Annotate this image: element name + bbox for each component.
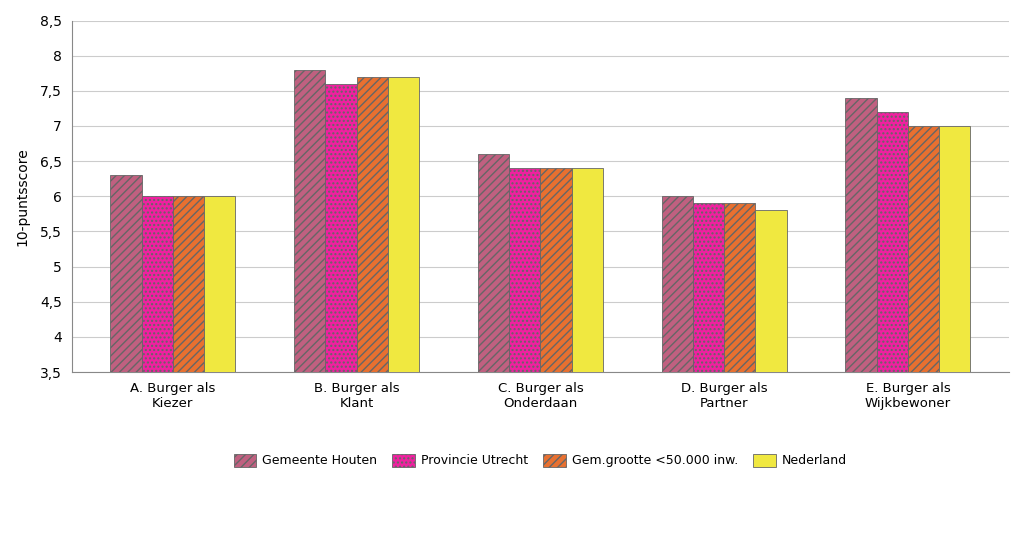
Bar (204, 196, 236, 372)
Bar (846, 98, 877, 372)
Bar (478, 154, 509, 372)
Bar (141, 196, 173, 372)
Bar (509, 168, 541, 372)
Bar (294, 70, 326, 372)
Bar (173, 196, 204, 372)
Bar (571, 168, 603, 372)
Bar (111, 175, 141, 372)
Bar (662, 196, 693, 372)
Bar (939, 126, 971, 372)
Y-axis label: 10-puntsscore: 10-puntsscore (15, 147, 29, 246)
Legend: Gemeente Houten, Provincie Utrecht, Gem.grootte <50.000 inw., Nederland: Gemeente Houten, Provincie Utrecht, Gem.… (228, 449, 852, 472)
Bar (693, 203, 724, 372)
Bar (908, 126, 939, 372)
Bar (877, 112, 908, 372)
Bar (326, 84, 356, 372)
Bar (388, 77, 419, 372)
Bar (541, 168, 571, 372)
Bar (356, 77, 388, 372)
Bar (724, 203, 756, 372)
Bar (756, 210, 786, 372)
